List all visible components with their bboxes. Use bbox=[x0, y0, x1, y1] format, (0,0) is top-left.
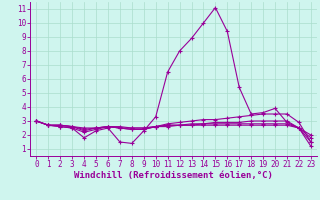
X-axis label: Windchill (Refroidissement éolien,°C): Windchill (Refroidissement éolien,°C) bbox=[74, 171, 273, 180]
